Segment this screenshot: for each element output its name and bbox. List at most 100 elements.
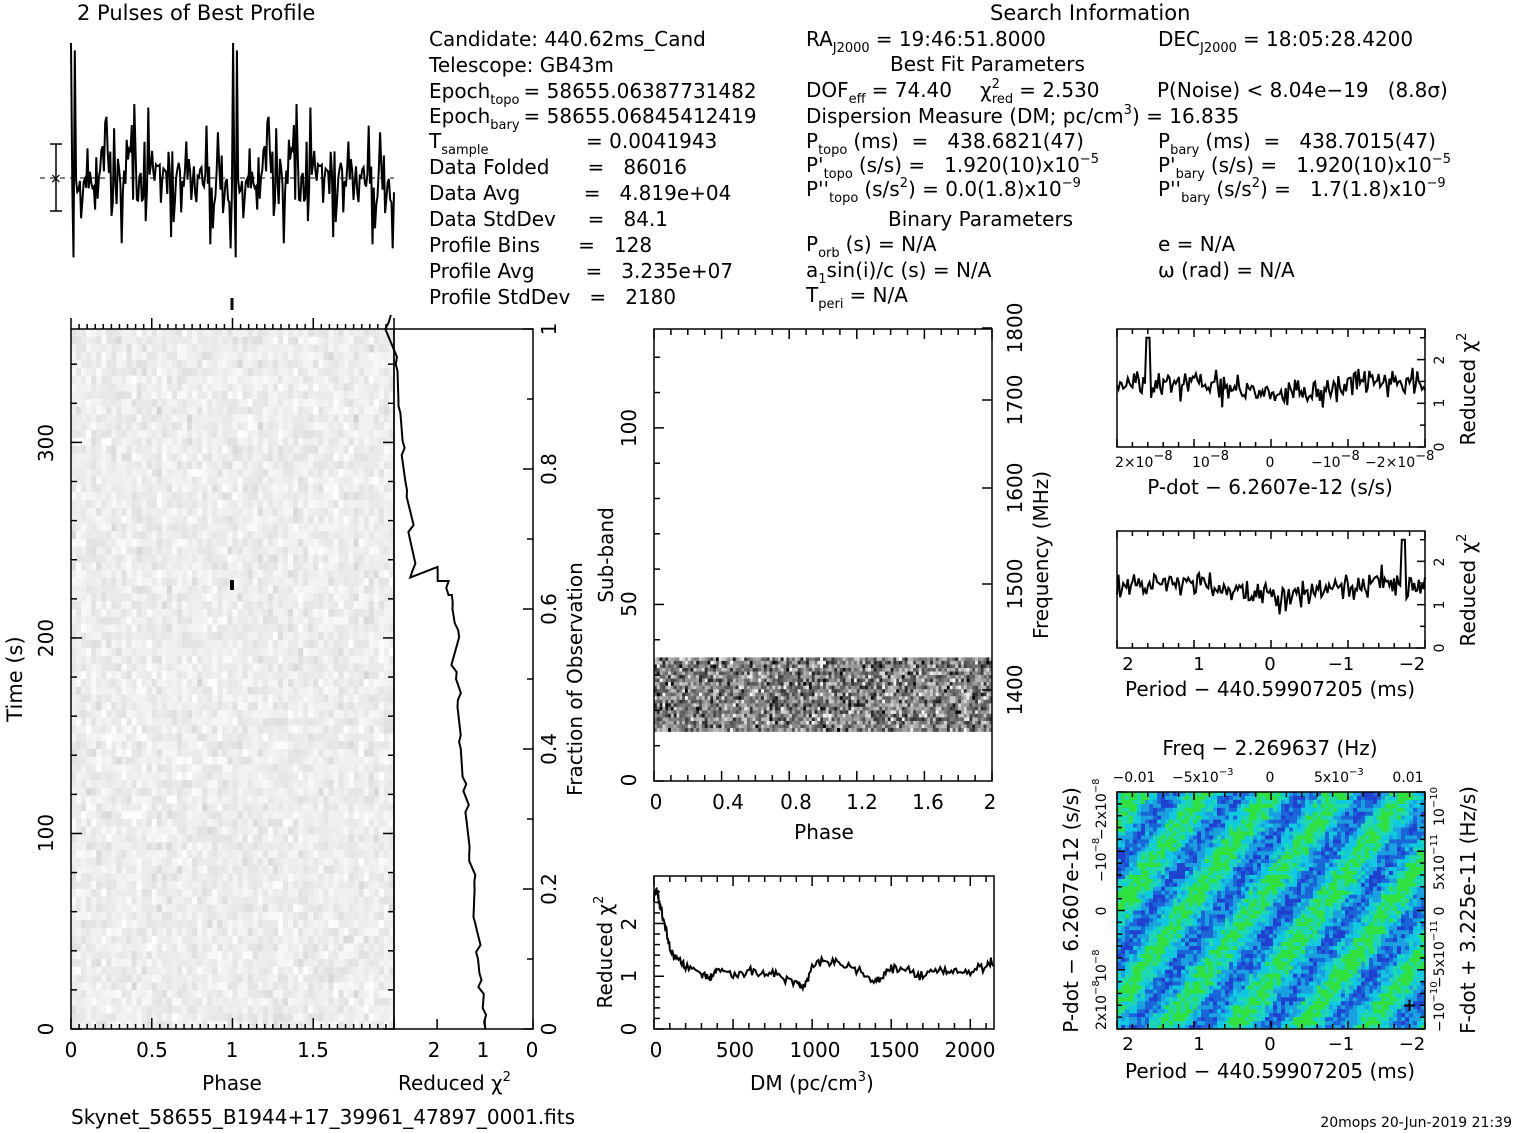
heat-cell	[207, 414, 213, 423]
heat-cell	[76, 834, 82, 843]
ptopo-label: P	[806, 129, 818, 153]
heat-cell	[131, 570, 137, 579]
heat-cell	[348, 842, 354, 851]
heat-cell	[378, 399, 385, 408]
heat-cell	[222, 492, 228, 501]
heat-cell	[383, 904, 390, 913]
heat-cell	[338, 904, 344, 913]
heat-cell	[383, 717, 390, 726]
heat-cell	[373, 593, 380, 602]
heat-cell	[338, 811, 344, 820]
heat-cell	[101, 437, 107, 446]
heat-cell	[272, 764, 279, 773]
heat-cell	[232, 764, 238, 773]
heat-cell	[217, 780, 223, 789]
heat-cell	[358, 772, 365, 781]
heat-cell	[197, 717, 203, 726]
heat-cell	[192, 461, 198, 470]
heat-cell	[388, 329, 394, 338]
heat-cell	[136, 881, 142, 890]
heat-cell	[187, 733, 193, 742]
heat-cell	[252, 616, 259, 625]
heat-cell	[91, 647, 97, 656]
heat-cell	[227, 601, 233, 610]
heat-cell	[257, 484, 264, 493]
heat-cell	[161, 383, 168, 392]
heat-cell	[323, 414, 329, 423]
heat-cell	[227, 414, 233, 423]
heat-cell	[338, 469, 344, 478]
heat-cell	[101, 539, 107, 548]
heat-cell	[207, 826, 213, 835]
heat-cell	[161, 507, 168, 516]
heat-cell	[277, 507, 284, 516]
heat-cell	[176, 406, 183, 415]
heat-cell	[333, 912, 339, 921]
heat-cell	[358, 679, 365, 688]
heat-cell	[388, 632, 394, 641]
heat-cell	[81, 655, 87, 664]
heat-cell	[171, 772, 178, 781]
heat-cell	[318, 391, 324, 400]
heat-cell	[262, 881, 269, 890]
heat-cell	[161, 655, 168, 664]
heat-cell	[121, 787, 127, 796]
heat-cell	[197, 787, 203, 796]
heat-cell	[383, 484, 390, 493]
heat-cell	[96, 437, 102, 446]
heat-cell	[388, 593, 394, 602]
heat-cell	[116, 710, 122, 719]
heat-cell	[262, 725, 269, 734]
heat-cell	[363, 702, 370, 711]
heat-cell	[126, 756, 132, 765]
heat-cell	[131, 865, 137, 874]
heat-cell	[333, 624, 339, 633]
heat-cell	[262, 896, 269, 905]
heat-cell	[247, 881, 253, 890]
heat-cell	[303, 344, 309, 353]
heat-cell	[308, 640, 314, 649]
heat-cell	[121, 819, 127, 828]
heat-cell	[333, 523, 339, 532]
heat-cell	[121, 609, 127, 618]
heat-cell	[262, 546, 269, 555]
heat-cell	[176, 476, 183, 485]
heat-cell	[272, 795, 279, 804]
heat-cell	[192, 733, 198, 742]
heat-cell	[257, 733, 264, 742]
heat-cell	[237, 749, 243, 758]
heat-cell	[323, 367, 329, 376]
heat-cell	[293, 811, 299, 820]
heat-cell	[247, 554, 253, 563]
heat-cell	[71, 850, 77, 859]
heat-cell	[182, 850, 188, 859]
heat-cell	[192, 360, 198, 369]
heat-cell	[252, 469, 259, 478]
heat-cell	[267, 476, 274, 485]
heat-cell	[212, 912, 218, 921]
heat-cell	[197, 920, 203, 929]
heat-cell	[176, 437, 183, 446]
heat-cell	[202, 671, 208, 680]
heat-cell	[373, 399, 380, 408]
heat-cell	[277, 803, 284, 812]
heat-cell	[298, 515, 304, 524]
heat-cell	[318, 406, 324, 415]
heat-cell	[202, 647, 208, 656]
heat-cell	[197, 391, 203, 400]
heat-cell	[96, 344, 102, 353]
heat-cell	[121, 577, 127, 586]
heat-cell	[116, 819, 122, 828]
heat-cell	[182, 523, 188, 532]
heat-cell	[101, 694, 107, 703]
heat-cell	[141, 601, 148, 610]
heat-cell	[111, 539, 117, 548]
heat-cell	[298, 352, 304, 361]
heat-cell	[96, 399, 102, 408]
heat-cell	[323, 889, 329, 898]
heat-cell	[171, 492, 178, 501]
heat-cell	[252, 640, 259, 649]
heat-cell	[323, 391, 329, 400]
heat-cell	[212, 686, 218, 695]
heat-cell	[232, 469, 238, 478]
